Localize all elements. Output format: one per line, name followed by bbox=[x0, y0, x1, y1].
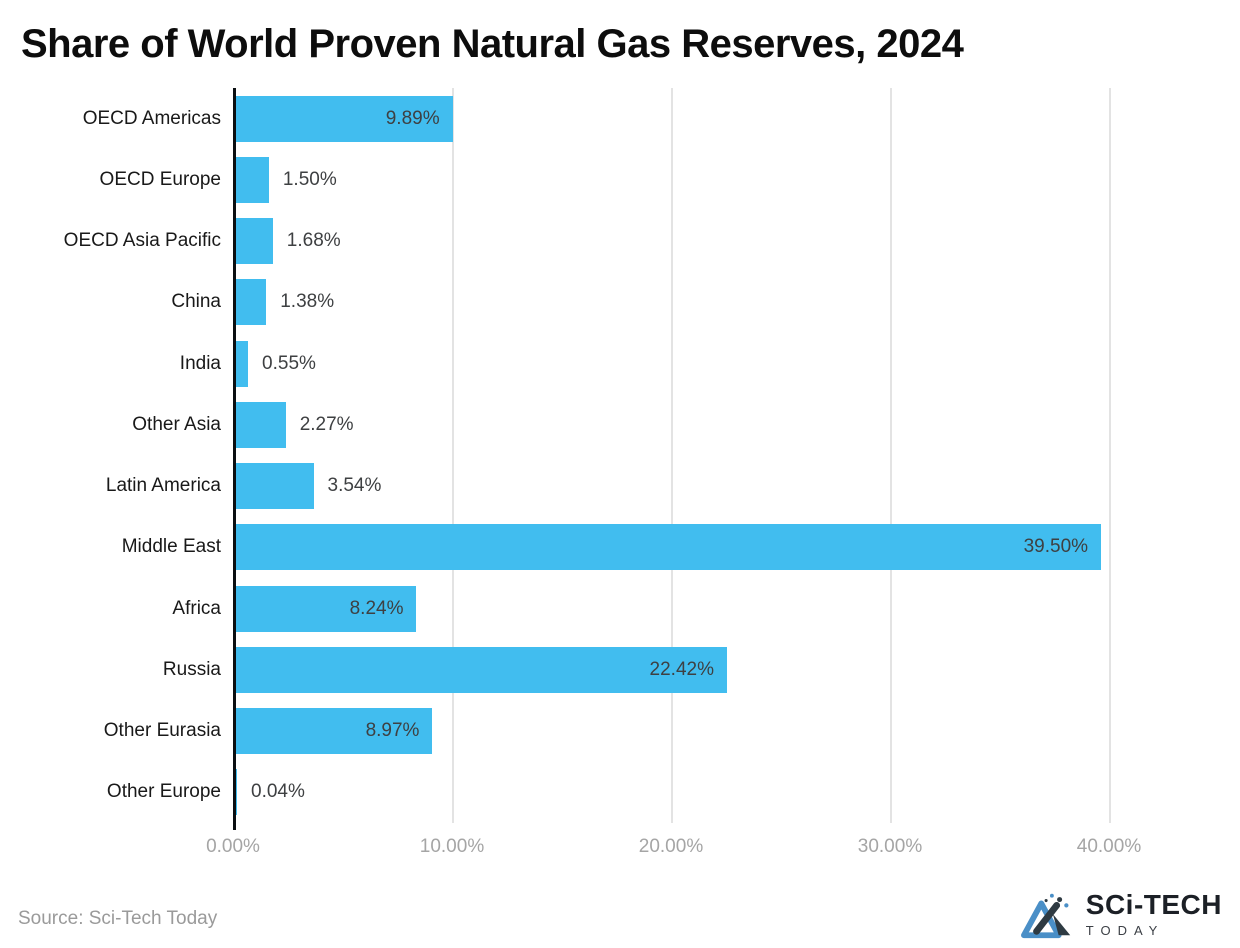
bar bbox=[236, 95, 453, 142]
gridline bbox=[890, 88, 892, 823]
x-tick-label: 40.00% bbox=[1076, 836, 1142, 857]
x-tick-label: 20.00% bbox=[638, 836, 704, 857]
bar-row: Middle East 39.50% bbox=[0, 524, 1240, 571]
logo-subtext: TODAY bbox=[1085, 923, 1165, 938]
category-label: Other Eurasia bbox=[103, 720, 221, 742]
bar-row: Latin America 3.54% bbox=[0, 463, 1240, 510]
category-label: Latin America bbox=[105, 475, 221, 497]
category-label: OECD Americas bbox=[82, 107, 221, 129]
chart-title: Share of World Proven Natural Gas Reserv… bbox=[21, 22, 964, 66]
bar bbox=[236, 524, 1102, 571]
value-label: 0.55% bbox=[262, 352, 316, 374]
bar-row: OECD Asia Pacific 1.68% bbox=[0, 218, 1240, 265]
category-label: OECD Europe bbox=[99, 168, 221, 190]
category-label: Other Europe bbox=[106, 781, 221, 803]
value-label: 2.27% bbox=[299, 413, 354, 435]
y-axis-line bbox=[233, 88, 236, 830]
value-label: 1.38% bbox=[280, 291, 335, 313]
bar bbox=[236, 585, 417, 632]
category-label: OECD Asia Pacific bbox=[63, 230, 221, 252]
bar-row: OECD Americas 9.89% bbox=[0, 95, 1240, 142]
category-label: Africa bbox=[172, 597, 221, 619]
value-label: 0.04% bbox=[251, 781, 305, 803]
bar bbox=[236, 156, 269, 203]
category-label: India bbox=[179, 352, 221, 374]
logo-text: SCi-TECH TODAY bbox=[1086, 890, 1222, 940]
bar-row: Africa 8.24% bbox=[0, 585, 1240, 632]
category-label: Other Asia bbox=[132, 413, 221, 435]
value-label: 22.42% bbox=[649, 658, 714, 680]
gridline bbox=[452, 88, 454, 823]
bar-row: China 1.38% bbox=[0, 279, 1240, 326]
bar-row: OECD Europe 1.50% bbox=[0, 156, 1240, 203]
bar-row: Other Eurasia 8.97% bbox=[0, 708, 1240, 755]
x-tick-label: 0.00% bbox=[206, 836, 260, 857]
bar-row: Other Europe 0.04% bbox=[0, 769, 1240, 816]
bar-row: Russia 22.42% bbox=[0, 646, 1240, 693]
bar bbox=[236, 279, 267, 326]
bar bbox=[236, 218, 273, 265]
category-label: Middle East bbox=[121, 536, 221, 558]
value-label: 3.54% bbox=[327, 475, 382, 497]
bar bbox=[236, 769, 237, 816]
bar-row: India 0.55% bbox=[0, 340, 1240, 387]
category-label: Russia bbox=[162, 658, 221, 680]
category-label: China bbox=[171, 291, 221, 313]
gridline bbox=[1109, 88, 1111, 823]
bar bbox=[236, 340, 249, 387]
gridline bbox=[671, 88, 673, 823]
x-tick-label: 30.00% bbox=[857, 836, 923, 857]
value-label: 1.50% bbox=[282, 168, 337, 190]
logo-wordmark: SCi-TECH bbox=[1085, 889, 1222, 920]
value-label: 8.97% bbox=[365, 720, 420, 742]
source-label: Source: Sci-Tech Today bbox=[18, 908, 218, 929]
value-label: 1.68% bbox=[286, 230, 341, 252]
bar bbox=[236, 646, 727, 693]
logo-triangle-icon bbox=[1020, 893, 1070, 939]
bar bbox=[236, 708, 433, 755]
sci-tech-today-logo: SCi-TECH TODAY bbox=[1020, 888, 1222, 942]
x-tick-label: 10.00% bbox=[419, 836, 485, 857]
bar bbox=[236, 401, 286, 448]
bar bbox=[236, 463, 314, 510]
value-label: 9.89% bbox=[385, 107, 440, 129]
bar-row: Other Asia 2.27% bbox=[0, 401, 1240, 448]
value-label: 39.50% bbox=[1023, 536, 1089, 558]
value-label: 8.24% bbox=[349, 597, 404, 619]
